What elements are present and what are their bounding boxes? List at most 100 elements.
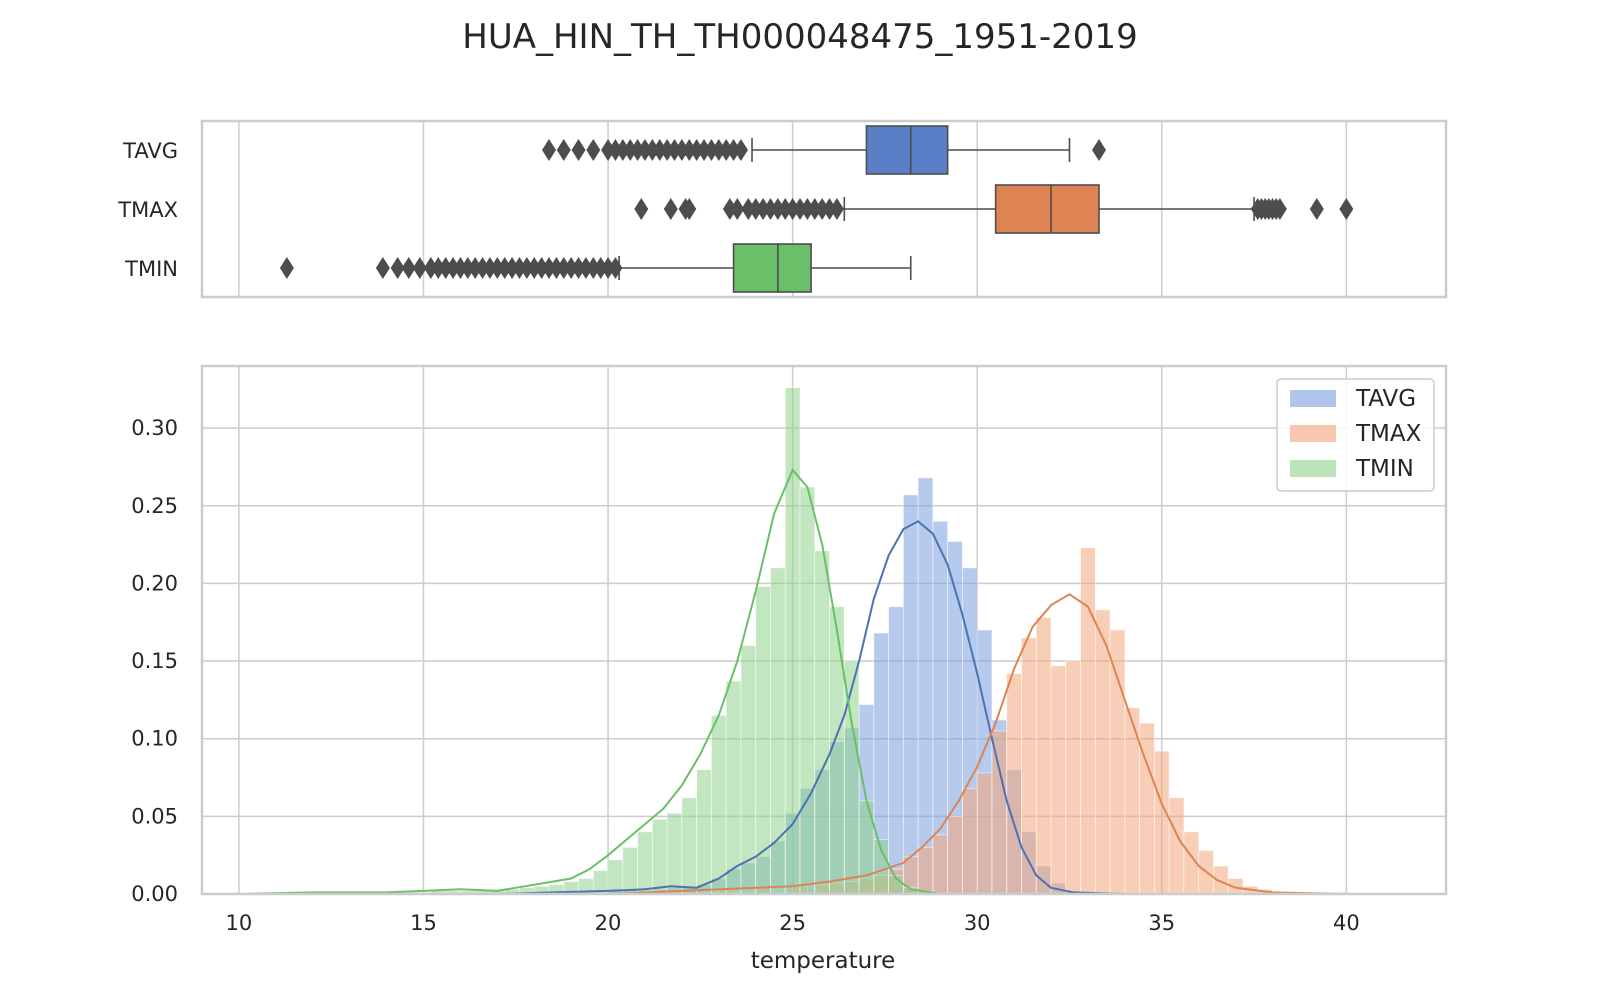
outlier-marker	[719, 139, 734, 161]
outlier-marker	[549, 257, 564, 279]
hist-bar	[651, 819, 668, 895]
kde-line-tavg	[497, 520, 1125, 895]
outlier-marker	[663, 198, 678, 220]
outlier-marker	[519, 257, 534, 279]
y-tick-label: 0.20	[131, 571, 178, 595]
outlier-marker	[534, 257, 549, 279]
outlier-marker	[375, 257, 390, 279]
outlier-marker	[279, 257, 294, 279]
hist-bar	[917, 847, 934, 895]
outlier-marker	[505, 257, 520, 279]
legend-label: TMAX	[1355, 421, 1422, 447]
outlier-marker	[446, 257, 461, 279]
hist-bar	[888, 606, 904, 895]
x-tick-label: 30	[964, 911, 991, 935]
outlier-marker	[541, 139, 556, 161]
outlier-marker	[564, 257, 579, 279]
hist-bar	[799, 486, 816, 895]
outlier-marker	[578, 257, 593, 279]
outlier-marker	[556, 257, 571, 279]
outlier-marker	[468, 257, 483, 279]
outlier-marker	[652, 139, 667, 161]
x-tick-label: 35	[1148, 911, 1175, 935]
legend-swatch	[1290, 425, 1336, 442]
outlier-marker	[829, 198, 844, 220]
outlier-marker	[490, 257, 505, 279]
outlier-marker	[438, 257, 453, 279]
y-tick-label: 0.15	[131, 649, 178, 673]
y-tick-label: 0.10	[131, 727, 178, 751]
legend: TAVG TMAX TMIN	[1276, 378, 1435, 492]
legend-item-tavg: TAVG	[1290, 386, 1416, 412]
boxplot-category-labels: TAVG TMAX TMIN	[117, 139, 178, 281]
outlier-marker	[763, 198, 778, 220]
hist-bar	[991, 730, 1008, 895]
outlier-marker	[401, 257, 416, 279]
legend-item-tmin: TMIN	[1290, 456, 1414, 482]
kde-line-tmax	[608, 593, 1347, 895]
outlier-marker	[682, 139, 697, 161]
outlier-marker	[601, 257, 616, 279]
outlier-marker	[482, 257, 497, 279]
outlier-marker	[711, 139, 726, 161]
hist-bar	[696, 769, 712, 895]
outlier-marker	[634, 198, 649, 220]
outlier-marker	[541, 257, 556, 279]
outlier-marker	[571, 139, 586, 161]
outlier-marker	[815, 198, 830, 220]
outlier-marker	[412, 257, 427, 279]
outlier-marker	[637, 139, 652, 161]
outlier-marker	[431, 257, 446, 279]
category-label-tmin: TMIN	[124, 257, 178, 281]
outlier-marker	[682, 198, 697, 220]
outlier-marker	[1092, 139, 1107, 161]
hist-bar	[962, 788, 978, 895]
outlier-marker	[527, 257, 542, 279]
hist-bar	[1021, 637, 1037, 895]
x-axis-label: temperature	[751, 948, 896, 974]
outlier-marker	[748, 198, 763, 220]
y-tick-label: 0.00	[131, 882, 178, 906]
outlier-marker	[704, 139, 719, 161]
x-tick-labels: 10 15 20 25 30 35 40	[226, 911, 1360, 935]
hist-bar	[1065, 660, 1081, 895]
hist-bar	[711, 715, 727, 895]
outlier-marker	[741, 198, 756, 220]
hist-bar	[784, 387, 801, 895]
hist-bar	[1006, 673, 1022, 895]
outlier-marker	[756, 198, 771, 220]
boxplot-panel: TAVG TMAX TMIN	[117, 119, 1448, 299]
outlier-marker	[660, 139, 675, 161]
boxplot-boxes	[279, 125, 1354, 293]
iqr-box	[994, 184, 1100, 234]
hist-bar	[725, 680, 742, 895]
outlier-marker	[726, 139, 741, 161]
hist-bar	[1035, 617, 1052, 895]
outlier-marker	[623, 139, 638, 161]
x-tick-label: 10	[226, 911, 253, 935]
outlier-marker	[733, 139, 748, 161]
outlier-marker	[593, 257, 608, 279]
outlier-marker	[497, 257, 512, 279]
box-tmax	[634, 184, 1354, 234]
iqr-box	[732, 243, 812, 293]
outlier-marker	[608, 257, 623, 279]
outlier-marker	[807, 198, 822, 220]
hist-bar	[902, 494, 919, 895]
outlier-marker	[722, 198, 737, 220]
outlier-marker	[601, 139, 616, 161]
outlier-marker	[615, 139, 630, 161]
outlier-marker	[793, 198, 808, 220]
legend-swatch	[1290, 390, 1336, 407]
legend-swatch	[1290, 460, 1336, 477]
outlier-marker	[689, 139, 704, 161]
outlier-marker	[800, 198, 815, 220]
outlier-marker	[697, 139, 712, 161]
hist-bar	[976, 772, 993, 895]
hist-bar	[932, 834, 949, 895]
hist-bar	[947, 815, 963, 895]
outlier-marker	[822, 198, 837, 220]
outlier-marker	[1339, 198, 1354, 220]
category-label-tmax: TMAX	[117, 198, 178, 222]
